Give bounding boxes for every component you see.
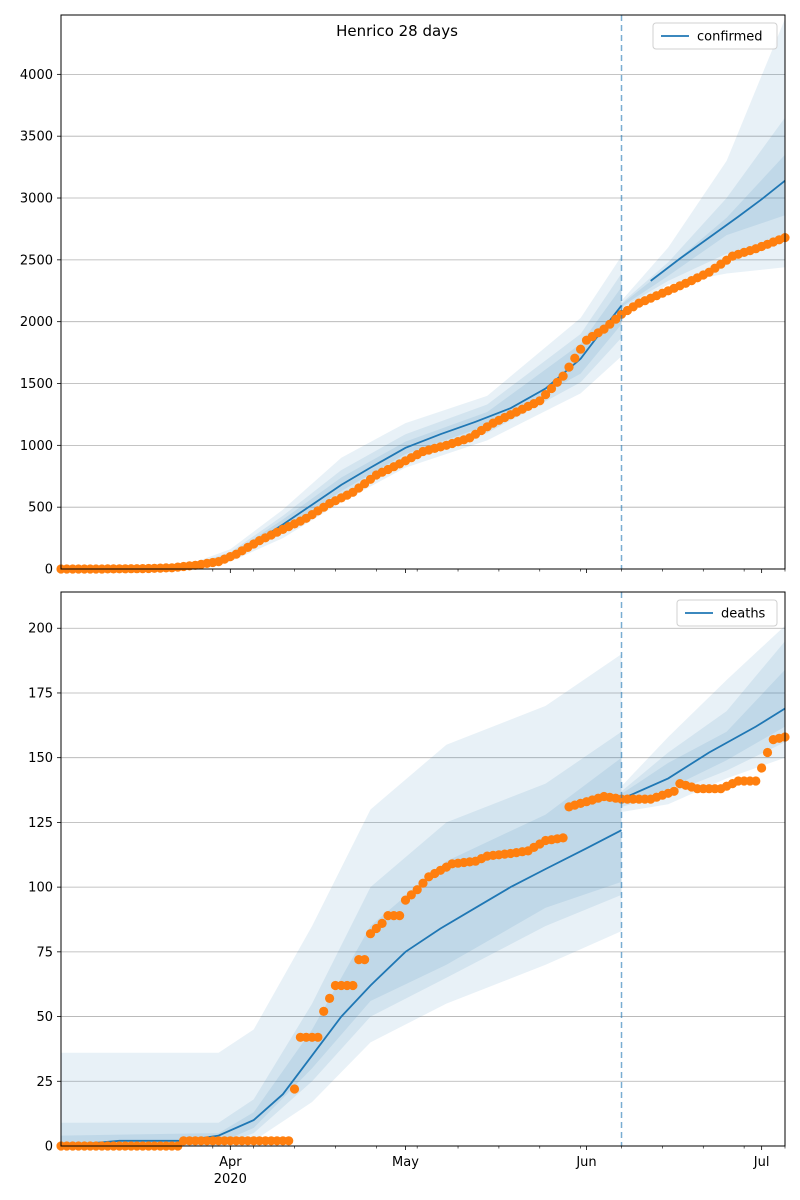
legend-box: [652, 22, 778, 50]
plot-frame: [60, 591, 786, 1147]
uncertainty-band-middle: [61, 117, 785, 569]
legend-label: deaths: [721, 607, 766, 622]
series-line-confirmed: [60, 305, 623, 570]
uncertainty-band-outer: [61, 18, 785, 569]
data-point: [564, 362, 574, 372]
x-tick-label: Jul: [753, 1155, 770, 1170]
data-point: [558, 833, 568, 843]
x-tick-label: Apr: [219, 1155, 242, 1170]
plot-frame: [60, 14, 786, 570]
x-tick-label: May: [392, 1155, 419, 1170]
y-tick-label: 75: [36, 945, 53, 960]
data-point: [570, 353, 580, 363]
data-point: [751, 776, 761, 786]
data-point: [406, 890, 416, 900]
y-tick-label: 2500: [20, 253, 53, 268]
y-tick-label: 125: [28, 816, 53, 831]
legend: confirmed: [652, 22, 778, 50]
data-point: [325, 993, 335, 1004]
y-tick-label: 25: [36, 1075, 53, 1090]
legend-box: [676, 599, 778, 627]
x-tick-label: Jun: [575, 1155, 596, 1170]
data-point: [541, 390, 551, 400]
data-point: [395, 911, 405, 921]
deaths-panel: 0 25 50 75 100 125 150 175 200 Apr May Jun Jul 2020 de…: [28, 591, 790, 1187]
y-tick-label: 0: [45, 1140, 53, 1155]
data-point: [412, 885, 422, 895]
y-tick-label: 1000: [20, 439, 53, 454]
confirmed-panel: 0 500 1000 1500 2000 2500 3000 3500 4000 confirme…: [20, 14, 790, 578]
data-point: [535, 396, 545, 406]
data-point: [348, 980, 358, 991]
data-point: [360, 955, 370, 965]
y-tick-label: 50: [36, 1010, 53, 1025]
observed-points: [56, 233, 790, 574]
data-point: [762, 747, 773, 758]
data-point: [319, 1006, 329, 1017]
chart-title: Henrico 28 days: [336, 22, 458, 40]
uncertainty-band-middle: [61, 641, 785, 1146]
data-point: [552, 377, 562, 387]
series-line-confirmed: [650, 179, 786, 282]
y-tick-label: 150: [28, 751, 53, 766]
legend-label: confirmed: [697, 30, 763, 45]
data-point: [757, 763, 767, 773]
data-point: [377, 918, 387, 929]
y-tick-label: 3500: [20, 130, 53, 145]
data-point: [284, 1136, 294, 1146]
legend: deaths: [676, 599, 778, 627]
y-tick-label: 100: [28, 881, 53, 896]
y-tick-label: 0: [45, 563, 53, 578]
data-point: [546, 383, 557, 394]
data-point: [418, 878, 428, 888]
data-point: [669, 786, 679, 796]
series-line-deaths: [621, 707, 786, 800]
data-point: [558, 371, 568, 381]
y-tick-label: 4000: [20, 68, 53, 83]
data-point: [313, 1032, 323, 1042]
y-tick-label: 3000: [20, 192, 53, 207]
y-tick-label: 175: [28, 686, 53, 701]
y-tick-label: 1500: [20, 377, 53, 392]
y-tick-label: 200: [28, 622, 53, 637]
data-point: [289, 1084, 300, 1094]
y-tick-label: 500: [28, 501, 53, 516]
data-point: [576, 344, 586, 354]
x-year-label: 2020: [214, 1172, 247, 1187]
uncertainty-band-inner: [61, 669, 785, 1146]
y-tick-label: 2000: [20, 315, 53, 330]
